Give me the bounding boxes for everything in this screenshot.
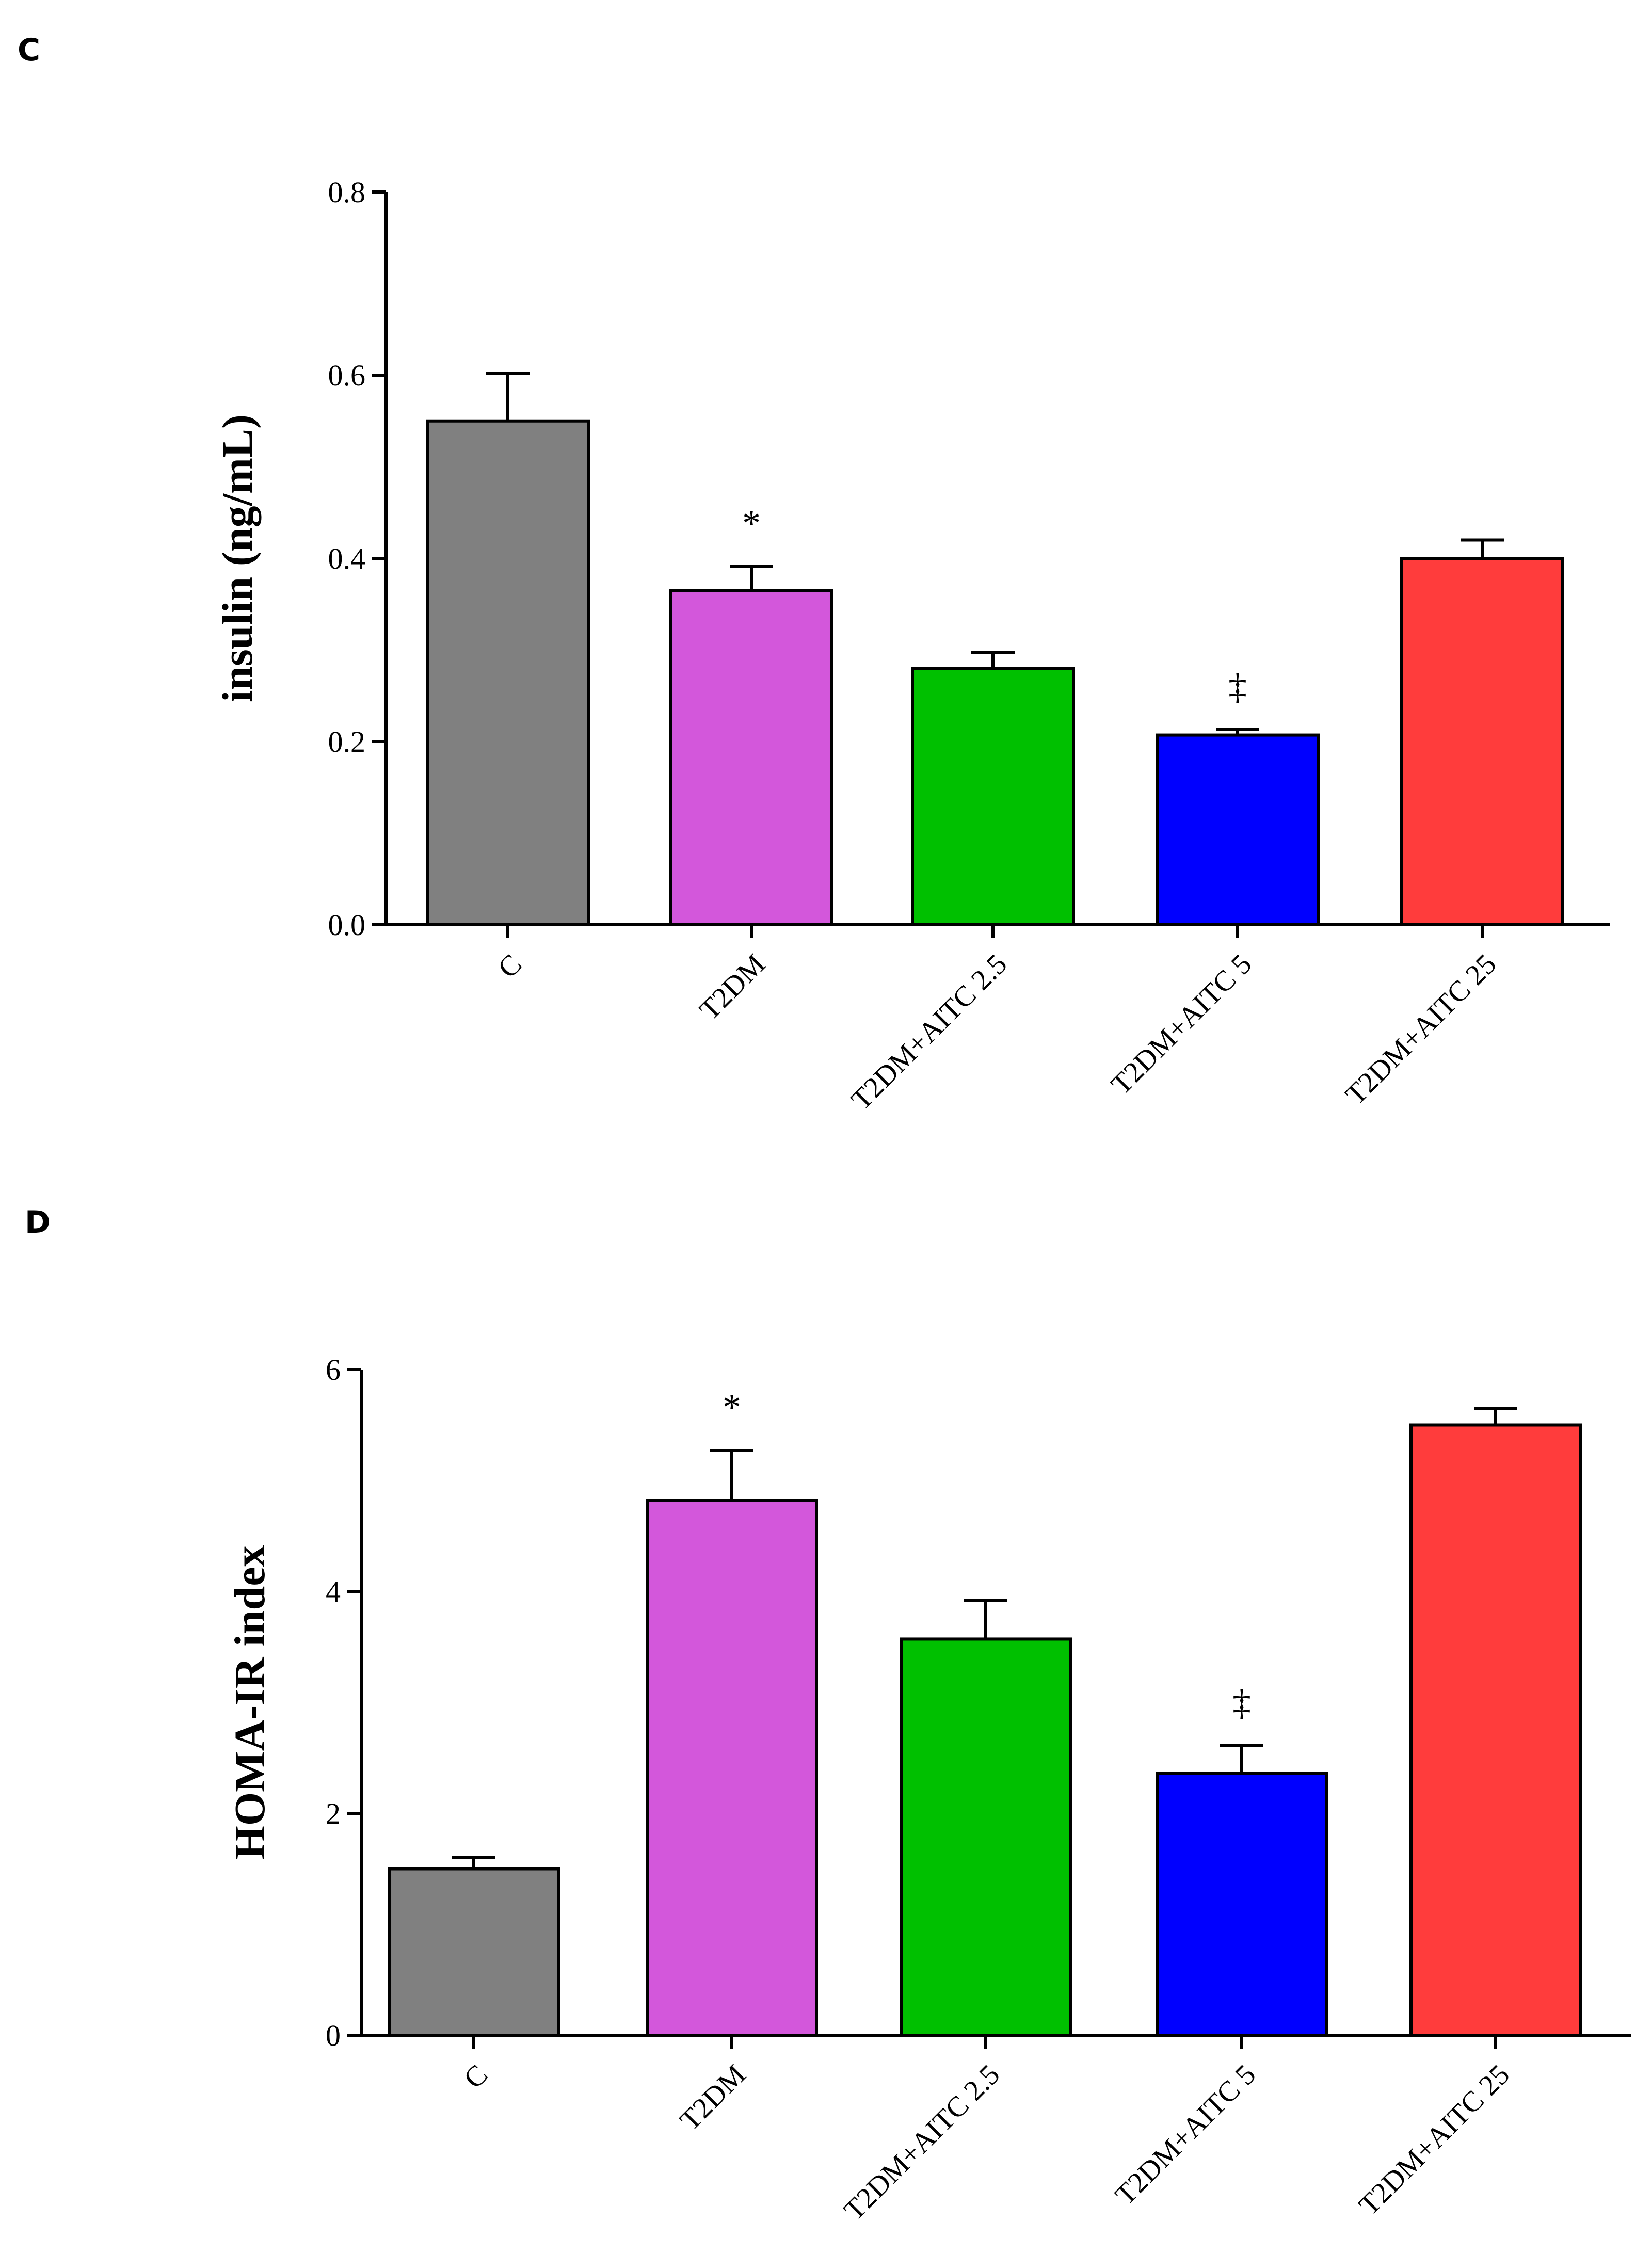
y-axis-title: insulin (ng/mL) xyxy=(214,414,262,702)
x-tick-label: T2DM+AITC 25 xyxy=(1353,2058,1516,2221)
bar xyxy=(911,667,1075,926)
y-tick-label: 0 xyxy=(326,2019,341,2052)
panel-label-d: D xyxy=(25,1204,51,1241)
bar xyxy=(1156,733,1320,926)
y-axis-title: HOMA-IR index xyxy=(226,1545,274,1860)
y-tick-label: 4 xyxy=(326,1575,341,1608)
panel-label-c: C xyxy=(18,32,41,68)
x-tick-label: T2DM+AITC 2.5 xyxy=(838,2058,1006,2227)
y-tick-label: 0.0 xyxy=(328,908,366,942)
bar xyxy=(669,589,833,926)
significance-marker: ‡ xyxy=(1228,666,1247,707)
x-tick-label: T2DM xyxy=(694,948,772,1026)
x-tick-label: T2DM+AITC 5 xyxy=(1109,2058,1262,2211)
bar xyxy=(388,1867,560,2037)
bar xyxy=(1400,557,1564,926)
homa-ir-bar-chart: 0 2 4 6 HOMA-IR index C T2DM * T2DM+AITC 2.5 T2DM… xyxy=(226,1353,1631,2227)
x-tick-label: C xyxy=(492,948,528,984)
y-tick-label: 0.6 xyxy=(328,359,366,392)
x-tick-label: C xyxy=(458,2058,494,2095)
x-tick-label: T2DM+AITC 25 xyxy=(1339,948,1502,1111)
y-tick-label: 0.4 xyxy=(328,542,366,575)
y-tick-label: 2 xyxy=(326,1797,341,1830)
bar xyxy=(646,1499,818,2037)
bar xyxy=(426,419,590,926)
bar xyxy=(1156,1772,1328,2037)
bar xyxy=(1409,1423,1582,2037)
y-tick-label: 6 xyxy=(326,1353,341,1387)
x-tick-label: T2DM+AITC 5 xyxy=(1105,948,1258,1101)
y-tick-label: 0.8 xyxy=(328,175,366,209)
significance-marker: * xyxy=(723,1387,741,1428)
x-tick-label: T2DM+AITC 2.5 xyxy=(845,948,1013,1116)
significance-marker: ‡ xyxy=(1232,1682,1251,1723)
x-tick-label: T2DM xyxy=(674,2058,752,2137)
significance-marker: * xyxy=(742,503,761,544)
bar xyxy=(900,1637,1072,2037)
y-tick-label: 0.2 xyxy=(328,725,366,759)
insulin-bar-chart: 0.0 0.2 0.4 0.6 0.8 insulin (ng/mL) C T2DM * T2DM… xyxy=(214,175,1610,1116)
